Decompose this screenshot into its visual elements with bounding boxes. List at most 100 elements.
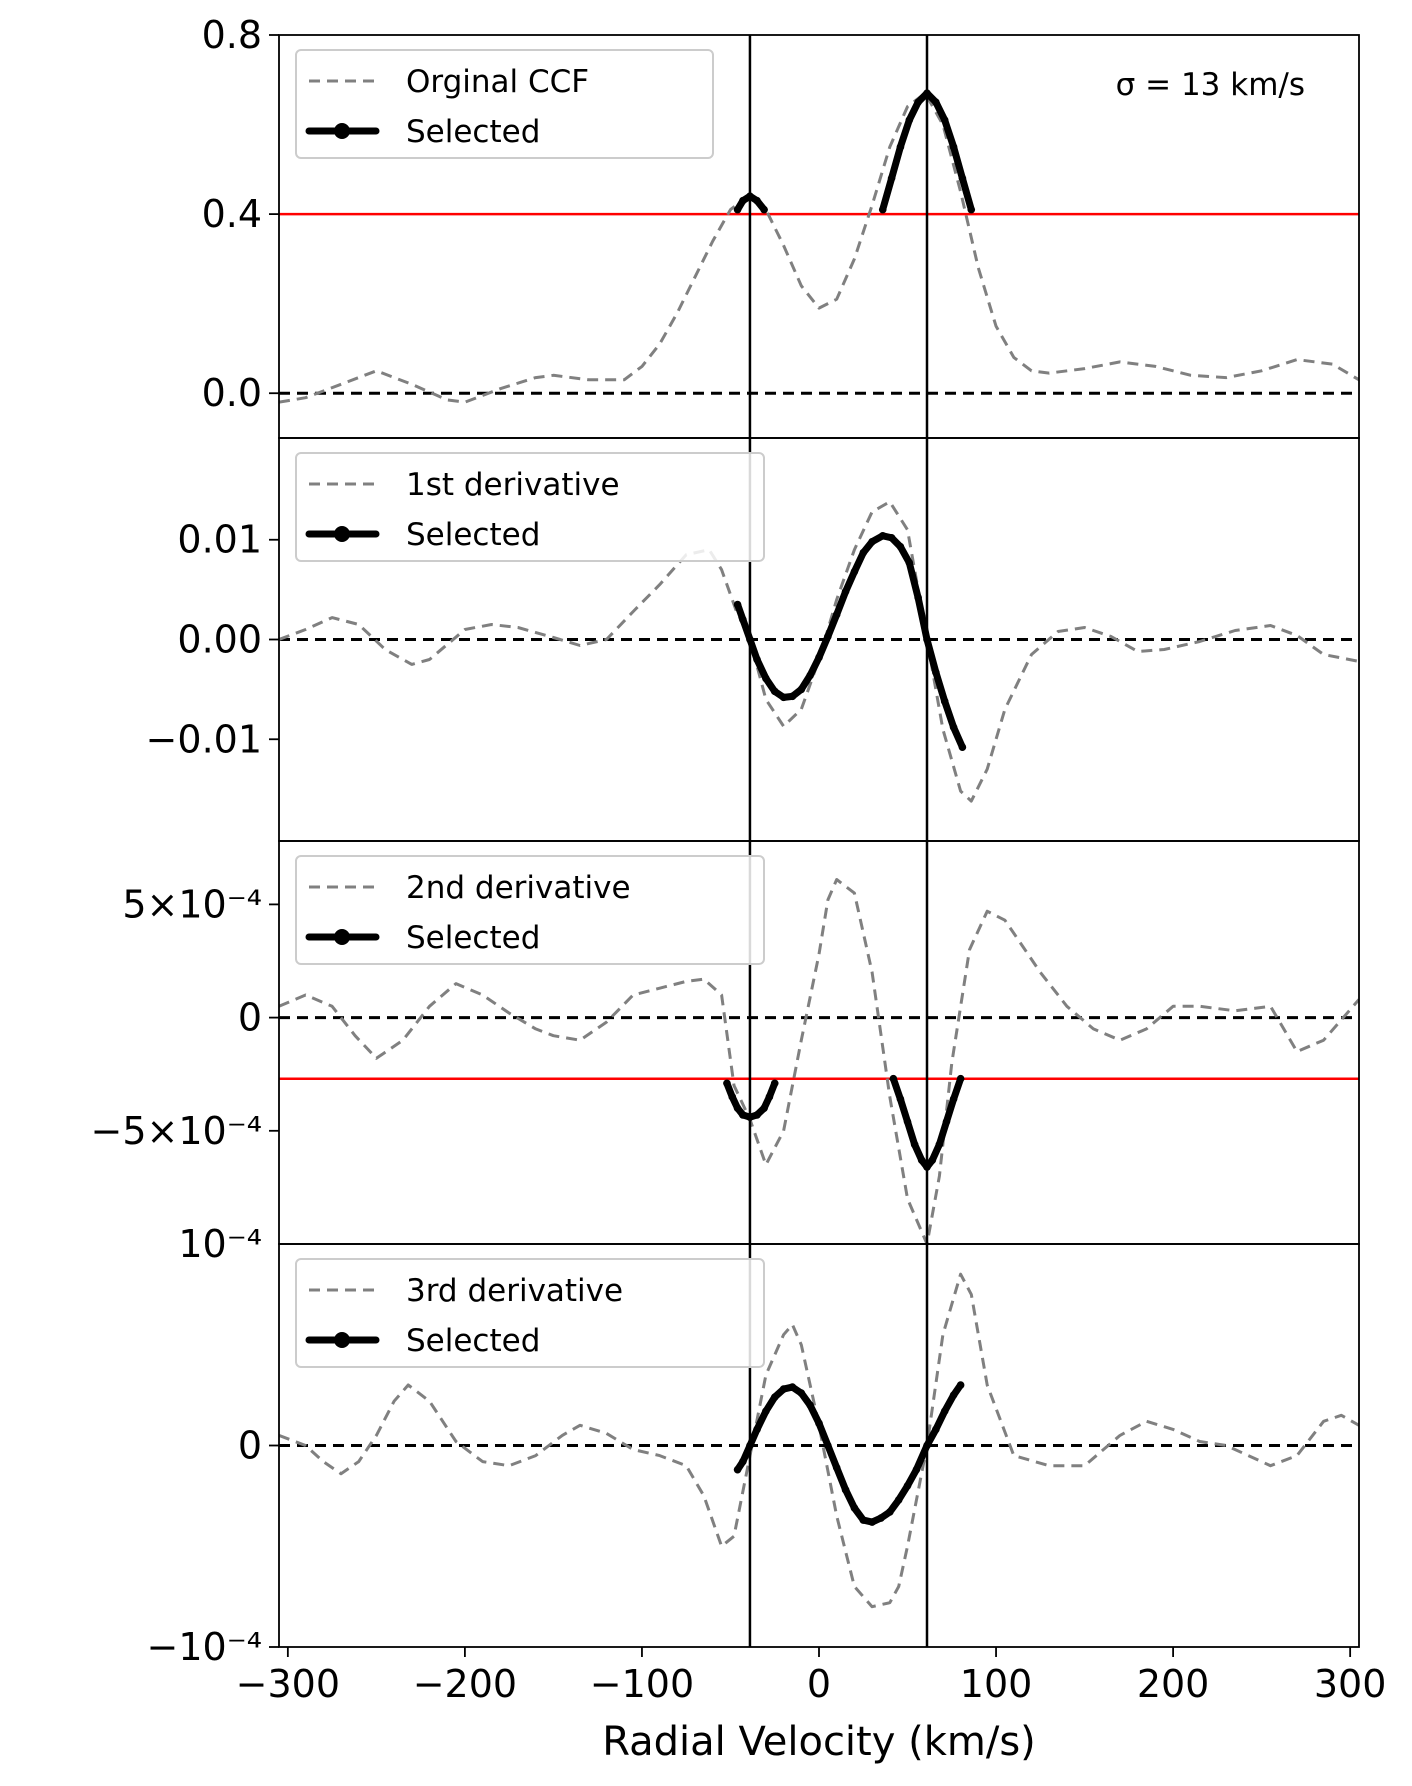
selected-point: [928, 1156, 937, 1165]
selected-point: [887, 174, 896, 183]
selected-point: [788, 692, 797, 701]
legend-selected-marker: [334, 526, 350, 542]
selected-point: [967, 205, 976, 214]
selected-point: [878, 205, 887, 214]
dashed-series-line: [279, 91, 1359, 404]
selected-point: [940, 116, 949, 124]
selected-point: [733, 1465, 742, 1474]
selected-point: [942, 1117, 951, 1126]
selected-point: [733, 1104, 742, 1112]
x-tick-label: −100: [590, 1662, 694, 1706]
selected-point: [886, 1508, 894, 1516]
selected-point: [859, 548, 868, 557]
selected-point: [958, 174, 967, 183]
selected-point: [949, 723, 958, 732]
y-tick-label: 5×10⁻⁴: [122, 882, 262, 926]
y-tick-label: −5×10⁻⁴: [90, 1109, 262, 1153]
selected-point: [932, 98, 940, 106]
plot-data: [279, 35, 1359, 1647]
selected-point: [770, 1393, 779, 1401]
selected-point: [762, 674, 770, 683]
selected-point: [760, 205, 768, 214]
selected-point: [868, 1518, 876, 1526]
selected-point: [956, 1381, 965, 1389]
selected-point: [739, 615, 747, 624]
y-tick-label: −0.01: [146, 717, 262, 761]
selected-point: [779, 1385, 788, 1393]
selected-point: [762, 1407, 770, 1416]
panel-2-plot: [279, 438, 1359, 841]
legends: Orginal CCF Selected 1st derivative Selecte…: [295, 49, 765, 1368]
dashed-series-line: [279, 878, 1359, 1244]
x-tick-label: 200: [1137, 1662, 1210, 1706]
selected-point: [760, 1104, 768, 1112]
axes-frames: 0.0 0.4 0.8 −0.01 0.00 0.01 −5×10⁻⁴ 0 5×10⁻⁴ 10⁻⁴…: [90, 13, 1360, 1669]
legend-label: 3rd derivative: [406, 1273, 623, 1309]
selected-point: [815, 653, 823, 662]
x-tick-label: −200: [413, 1662, 517, 1706]
legend-box: [295, 1258, 765, 1368]
selected-point: [878, 531, 887, 540]
selected-point: [914, 593, 922, 602]
selected-point: [797, 1389, 806, 1397]
selected-point: [797, 685, 806, 694]
legend-selected-marker: [334, 1332, 350, 1348]
legend-selected-marker: [334, 929, 350, 945]
legend-box: [295, 452, 765, 562]
selected-point: [832, 1463, 841, 1472]
x-tick-label: 0: [807, 1662, 831, 1706]
selected-point: [905, 558, 914, 567]
selected-point: [917, 1156, 926, 1165]
legend-box: [295, 855, 765, 965]
selected-point: [770, 1079, 779, 1088]
selected-point: [940, 697, 949, 706]
dashed-series-line: [279, 500, 1359, 803]
selected-point: [949, 143, 958, 151]
selected-point: [896, 1095, 905, 1103]
selected-point: [859, 1516, 868, 1524]
legend-box: [295, 49, 714, 159]
x-tick-label: 100: [960, 1662, 1033, 1706]
legend-label: Selected: [406, 1323, 540, 1359]
y-tick-label: 0.01: [177, 518, 262, 562]
selected-point: [832, 610, 841, 619]
panel-4-plot: [279, 1244, 1359, 1647]
selected-point: [932, 1425, 940, 1434]
y-tick-label: 0.8: [202, 13, 262, 57]
selected-point: [914, 98, 922, 106]
selected-point: [956, 1074, 965, 1083]
selected-point: [753, 196, 761, 205]
selected-point: [739, 1111, 747, 1119]
selected-point: [868, 537, 876, 546]
selected-point: [753, 1111, 761, 1119]
legend-label: 1st derivative: [406, 467, 620, 503]
selected-point: [850, 1504, 859, 1512]
legend-selected-marker: [334, 123, 350, 139]
sigma-annotation: σ = 13 km/s: [1116, 67, 1305, 103]
selected-point: [824, 632, 832, 641]
selected-point: [765, 1093, 774, 1101]
selected-point: [753, 655, 761, 664]
selected-point: [841, 1486, 850, 1494]
selected-point: [905, 116, 914, 124]
y-tick-label: 0.00: [177, 618, 262, 662]
selected-point: [949, 1391, 958, 1399]
selected-point: [753, 1425, 761, 1434]
x-axis-ticks: −300 −200 −100 0 100 200 300: [236, 1647, 1387, 1706]
panel-3-plot: [279, 841, 1359, 1244]
dashed-series-line: [279, 1272, 1359, 1609]
panel-1-plot: [279, 35, 1359, 438]
selected-point: [723, 1079, 731, 1088]
selected-point: [824, 1441, 832, 1450]
selected-point: [903, 1482, 912, 1490]
selected-point: [958, 743, 967, 752]
selected-point: [896, 542, 905, 551]
x-tick-label: 300: [1314, 1662, 1387, 1706]
selected-point: [912, 1465, 921, 1474]
selected-point: [896, 143, 905, 151]
selected-point: [850, 567, 859, 576]
selected-point: [779, 693, 788, 702]
legend-label: Selected: [406, 920, 540, 956]
